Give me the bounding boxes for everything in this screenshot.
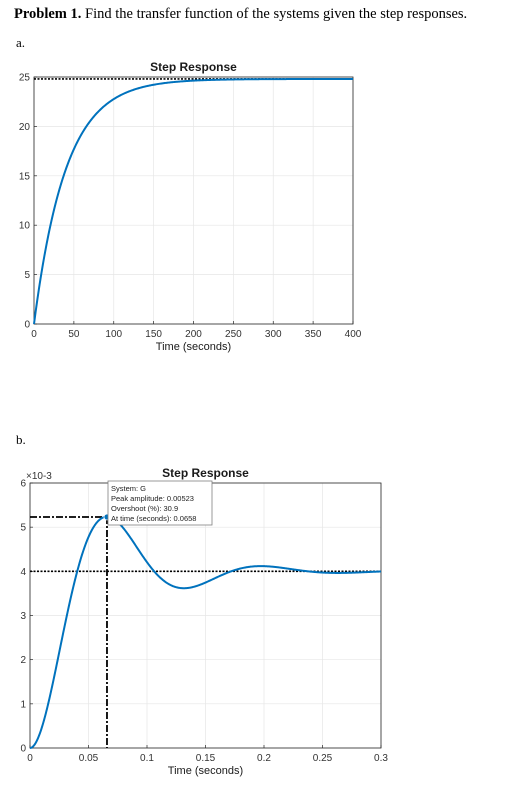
y-tick-label: 0 xyxy=(24,320,30,331)
step-response-line xyxy=(29,515,382,749)
part-b-label: b. xyxy=(16,432,26,447)
y-tick-label: 5 xyxy=(20,523,26,534)
x-tick-label: 0.05 xyxy=(79,753,99,764)
x-tick-label: 0.3 xyxy=(374,753,388,764)
y-tick-label: 4 xyxy=(20,567,26,578)
datatip-line: At time (seconds): 0.0658 xyxy=(111,514,196,523)
x-tick-label: 0 xyxy=(31,329,37,340)
datatip-line: Overshoot (%): 30.9 xyxy=(111,504,178,513)
step-response-chart-b: 0 0.05 0.1 0.15 0.2 0.25 0.3 0 1 2 3 4 5 6 Step Respon… xyxy=(20,466,388,777)
datatip-line: Peak amplitude: 0.00523 xyxy=(111,494,194,503)
x-axis-label: Time (seconds) xyxy=(156,341,231,353)
x-axis-label: Time (seconds) xyxy=(168,765,243,777)
x-tick-label: 50 xyxy=(68,329,80,340)
x-tick-label: 100 xyxy=(105,329,122,340)
y-tick-label: 1 xyxy=(20,699,26,710)
datatip-line: System: G xyxy=(111,484,146,493)
step-response-line xyxy=(33,77,353,325)
x-tick-label: 0.2 xyxy=(257,753,271,764)
chart-title: Step Response xyxy=(162,466,249,480)
y-tick-label: 6 xyxy=(20,479,26,490)
datatip-box xyxy=(107,480,213,526)
problem-text: Find the transfer function of the system… xyxy=(85,6,468,22)
x-tick-label: 400 xyxy=(345,329,362,340)
y-exponent-label: ×10-3 xyxy=(26,471,52,482)
x-tick-label: 200 xyxy=(185,329,202,340)
x-tick-label: 0.15 xyxy=(196,753,216,764)
x-tick-label: 250 xyxy=(225,329,242,340)
y-tick-label: 5 xyxy=(24,270,30,281)
y-tick-label: 2 xyxy=(20,655,26,666)
y-tick-label: 15 xyxy=(19,171,31,182)
y-tick-label: 0 xyxy=(20,744,26,755)
chart-title: Step Response xyxy=(150,60,237,74)
step-response-chart-a: 0 50 100 150 200 250 300 350 400 0 5 10 15 20 25 Step R… xyxy=(19,60,362,353)
problem-statement: Problem 1. Find the transfer function of… xyxy=(14,6,467,23)
y-tick-label: 25 xyxy=(19,73,31,84)
y-tick-label: 10 xyxy=(19,221,31,232)
problem-number: Problem 1. xyxy=(14,6,82,22)
x-tick-label: 0.25 xyxy=(313,753,333,764)
x-tick-label: 350 xyxy=(305,329,322,340)
y-tick-label: 3 xyxy=(20,611,26,622)
x-tick-label: 0.1 xyxy=(140,753,154,764)
part-a-label: a. xyxy=(16,35,26,50)
y-tick-label: 20 xyxy=(19,122,31,133)
x-tick-label: 150 xyxy=(145,329,162,340)
x-tick-label: 0 xyxy=(27,753,33,764)
x-tick-label: 300 xyxy=(265,329,282,340)
